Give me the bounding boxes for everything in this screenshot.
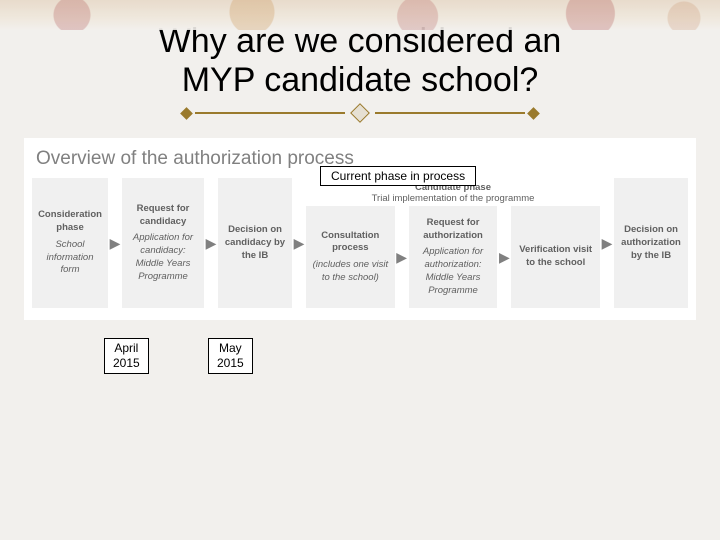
step-label: Request for authorization: [415, 217, 492, 243]
candidate-phase-subtitle: Trial implementation of the programme: [372, 193, 535, 204]
candidate-phase-steps: Consultation process (includes one visit…: [306, 206, 600, 308]
step-sublabel: School information form: [38, 239, 102, 277]
arrow-icon: ▶: [110, 178, 120, 308]
date-month: April: [114, 341, 138, 355]
step-label: Decision on candidacy by the IB: [224, 224, 286, 262]
divider-line-right: [375, 112, 525, 114]
date-callout-may: May 2015: [208, 338, 253, 374]
ornamental-divider: [0, 106, 720, 120]
date-callout-april: April 2015: [104, 338, 149, 374]
step-decision-authorization: Decision on authorization by the IB: [614, 178, 688, 308]
step-label: Decision on authorization by the IB: [620, 224, 682, 262]
step-request-candidacy: Request for candidacy Application for ca…: [122, 178, 204, 308]
divider-diamond: [350, 103, 370, 123]
process-flow: Consideration phase School information f…: [32, 178, 688, 308]
date-month: May: [219, 341, 242, 355]
step-sublabel: Application for candidacy: Middle Years …: [128, 232, 198, 283]
step-label: Consultation process: [312, 230, 389, 256]
arrow-icon: ▶: [397, 206, 407, 308]
step-consultation: Consultation process (includes one visit…: [306, 206, 395, 308]
arrow-icon: ▶: [602, 178, 612, 308]
candidate-phase-group: Candidate phase Trial implementation of …: [306, 178, 600, 308]
page-title: Why are we considered an MYP candidate s…: [0, 22, 720, 100]
step-consideration-phase: Consideration phase School information f…: [32, 178, 108, 308]
step-decision-candidacy: Decision on candidacy by the IB: [218, 178, 292, 308]
arrow-icon: ▶: [294, 178, 304, 308]
date-year: 2015: [113, 356, 140, 370]
date-year: 2015: [217, 356, 244, 370]
decorative-banner: [0, 0, 720, 30]
step-label: Consideration phase: [38, 209, 102, 235]
divider-end-right: [527, 107, 540, 120]
step-sublabel: (includes one visit to the school): [312, 259, 389, 285]
divider-line-left: [195, 112, 345, 114]
step-label: Request for candidacy: [128, 203, 198, 229]
step-verification-visit: Verification visit to the school: [511, 206, 600, 308]
title-line-2: MYP candidate school?: [182, 61, 539, 99]
divider-end-left: [180, 107, 193, 120]
step-label: Verification visit to the school: [517, 244, 594, 270]
step-sublabel: Application for authorization: Middle Ye…: [415, 246, 492, 297]
current-phase-callout: Current phase in process: [320, 166, 476, 186]
step-request-authorization: Request for authorization Application fo…: [409, 206, 498, 308]
arrow-icon: ▶: [206, 178, 216, 308]
arrow-icon: ▶: [499, 206, 509, 308]
